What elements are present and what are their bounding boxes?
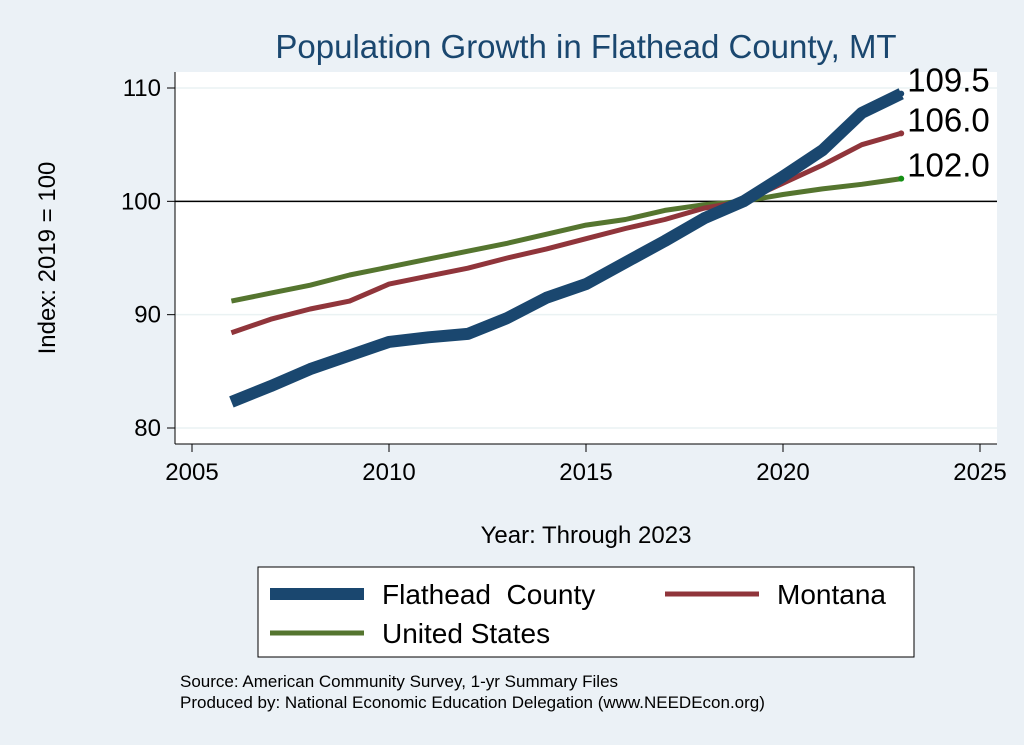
legend-label-0: Flathead County bbox=[382, 579, 595, 610]
end-label-2: 102.0 bbox=[907, 147, 990, 184]
legend-box bbox=[257, 566, 915, 658]
x-axis-label: Year: Through 2023 bbox=[481, 522, 692, 549]
plot-area bbox=[175, 72, 997, 444]
legend-label-1: Montana bbox=[777, 579, 886, 610]
series-line-2 bbox=[230, 176, 902, 304]
end-label-1: 106.0 bbox=[907, 101, 990, 138]
y-tick-label-90: 90 bbox=[134, 302, 161, 329]
series-line-0 bbox=[229, 88, 904, 408]
series-end-point-1 bbox=[898, 130, 905, 137]
legend-items: Flathead County Montana United States bbox=[270, 579, 886, 649]
x-tick-label-2005: 2005 bbox=[165, 459, 218, 486]
producer-note: Produced by: National Economic Education… bbox=[180, 693, 765, 712]
source-note: Source: American Community Survey, 1-yr … bbox=[180, 672, 619, 691]
y-tick-label-100: 100 bbox=[121, 188, 161, 215]
x-tick-label-2020: 2020 bbox=[756, 459, 809, 486]
y-axis-label: Index: 2019 = 100 bbox=[34, 162, 61, 355]
y-tick-label-110: 110 bbox=[123, 75, 161, 102]
chart-title: Population Growth in Flathead County, MT bbox=[275, 28, 896, 65]
x-tick-label-2025: 2025 bbox=[953, 459, 1006, 486]
series-end-point-2 bbox=[898, 175, 905, 182]
series-end-point-0 bbox=[898, 90, 905, 97]
source-notes: Source: American Community Survey, 1-yr … bbox=[180, 671, 765, 713]
axes: 80 90 100 110 2005 2010 2015 2020 2025 bbox=[121, 72, 1007, 486]
x-tick-label-2010: 2010 bbox=[362, 459, 415, 486]
series-line-1 bbox=[230, 130, 902, 336]
end-label-0: 109.5 bbox=[907, 62, 990, 99]
legend-label-2: United States bbox=[382, 618, 550, 649]
legend: Flathead County Montana United States bbox=[257, 566, 915, 658]
y-tick-label-80: 80 bbox=[134, 415, 161, 442]
x-tick-label-2015: 2015 bbox=[559, 459, 612, 486]
series-lines bbox=[229, 88, 905, 408]
